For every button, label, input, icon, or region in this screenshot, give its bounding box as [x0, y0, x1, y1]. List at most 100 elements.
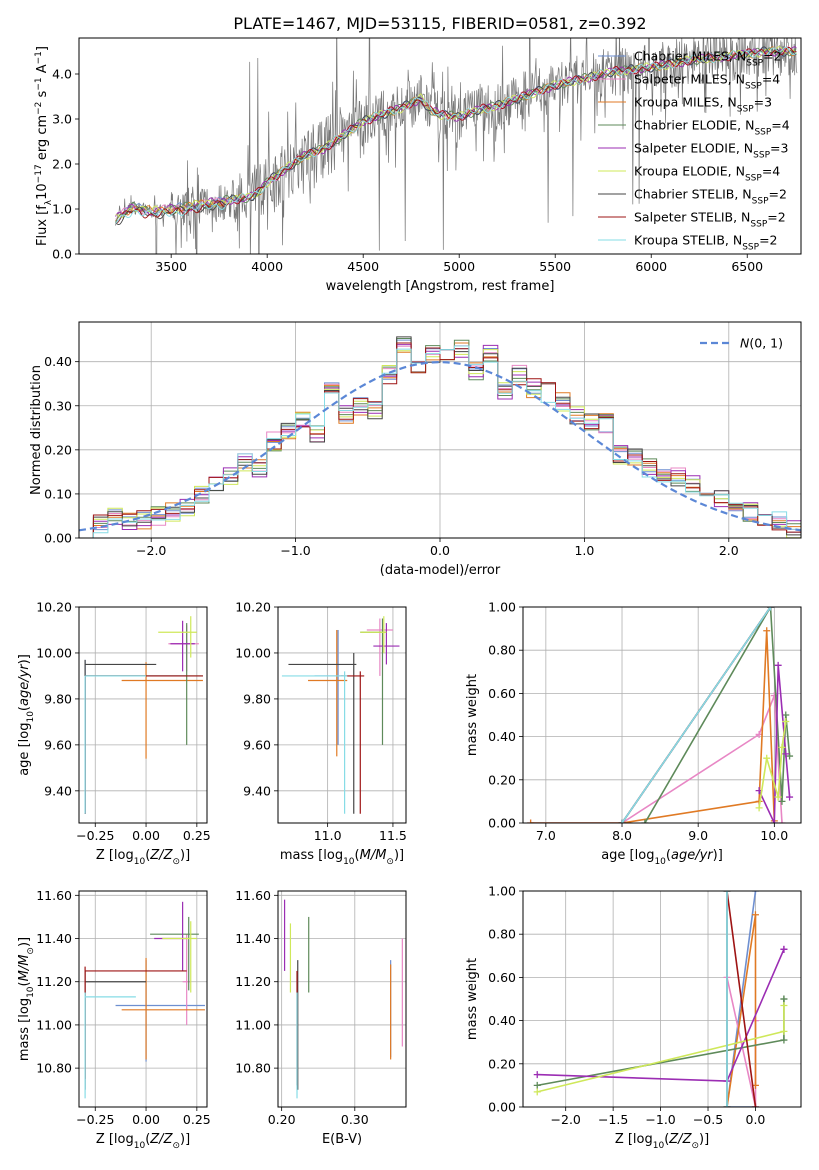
series-kroupa-elodie — [755, 717, 790, 812]
panel-z-vs-mass-weight: −2.0 −1.5 −1.0 −0.5 0.0 0.00 0.20 0.40 0.60 0.80 1… — [465, 884, 802, 1151]
text-segment: Z/Z — [668, 1132, 692, 1147]
point-kroupa-stelib — [281, 671, 348, 814]
axes-frame — [277, 606, 407, 824]
x-tick-label: 9.0 — [688, 828, 708, 843]
x-tick-label: 7.0 — [536, 828, 556, 843]
text-segment: mass [log — [280, 848, 343, 863]
text-segment: Normed distribution — [29, 365, 44, 495]
x-tick-label: 6500 — [731, 259, 763, 274]
point-salpeter-miles — [366, 618, 393, 676]
axes-frame — [78, 606, 208, 824]
x-tick-label: 11.0 — [314, 828, 342, 843]
plot-area — [79, 336, 801, 538]
y-tick-label: 0.20 — [488, 1056, 516, 1071]
x-tick-label: 0.25 — [183, 1112, 211, 1127]
y-tick-label: 0.40 — [488, 729, 516, 744]
text-segment: )] — [17, 654, 32, 664]
weight-marker — [751, 911, 759, 919]
weight-marker — [723, 891, 731, 895]
weight-marker — [723, 1103, 731, 1107]
text-segment: SSP — [752, 197, 769, 207]
y-tick-label: 11.20 — [36, 974, 72, 989]
x-axis-label: age [log10(age/yr)] — [601, 848, 723, 867]
y-tick-label: 3.0 — [52, 112, 72, 127]
point-salpeter-elodie — [154, 901, 187, 971]
y-tick-label: 0.30 — [44, 398, 72, 413]
text-segment: age [log — [17, 723, 32, 776]
plot-area — [533, 891, 788, 1107]
y-tick-label: 0.00 — [488, 1100, 516, 1115]
x-tick-label: 11.5 — [379, 828, 407, 843]
y-tick-label: 0.20 — [488, 772, 516, 787]
text-segment: −1 — [34, 77, 44, 90]
x-tick-label: 0.25 — [183, 828, 211, 843]
y-axis-label: mass weight — [465, 958, 480, 1040]
text-segment: SSP — [745, 82, 762, 92]
text-segment: s — [35, 90, 50, 101]
text-segment: M/M — [17, 955, 32, 982]
x-tick-label: −0.25 — [76, 1112, 114, 1127]
x-tick-label: 5500 — [539, 259, 571, 274]
y-tick-label: 9.60 — [243, 737, 271, 752]
panel-residuals: −2.0 −1.0 0.0 1.0 2.0 0.00 0.10 0.20 0.30 0.40 (da… — [29, 321, 802, 578]
y-tick-label: 4.0 — [52, 67, 72, 82]
text-segment: =4 — [762, 164, 780, 179]
point-chabrier-elodie — [360, 618, 387, 745]
y-tick-label: 10.00 — [36, 645, 72, 660]
series-kroupa-stelib — [723, 891, 731, 1107]
text-segment: ⊙ — [386, 857, 394, 867]
text-segment: Z [log — [615, 1132, 653, 1147]
text-segment: 10 — [26, 711, 36, 723]
x-tick-label: 10.0 — [760, 828, 788, 843]
x-tick-label: 4000 — [251, 259, 283, 274]
series-salpeter-miles — [527, 692, 786, 823]
gaussian-curve — [79, 360, 801, 532]
panel-z-vs-mass: −0.25 0.00 0.25 10.80 11.00 11.20 11.40 11.60 Z … — [17, 888, 211, 1151]
weight-marker — [527, 819, 535, 823]
x-tick-label: −2.0 — [136, 543, 166, 558]
weight-marker — [763, 754, 771, 762]
y-tick-label: 11.00 — [235, 1017, 271, 1032]
y-axis-label: mass weight — [465, 674, 480, 756]
text-segment: 10 — [134, 857, 146, 867]
x-tick-label: 0.20 — [268, 1112, 296, 1127]
series-chabrier-elodie — [641, 607, 794, 823]
text-segment: ( — [17, 981, 32, 986]
text-segment: )] — [180, 848, 190, 863]
y-tick-label: 11.60 — [235, 888, 271, 903]
text-segment: ⊙ — [691, 1141, 699, 1151]
gridlines — [278, 891, 406, 1107]
text-segment: ( — [17, 706, 32, 711]
x-tick-label: 0.00 — [132, 1112, 160, 1127]
weight-line — [530, 630, 776, 823]
y-tick-label: 11.60 — [36, 888, 72, 903]
y-tick-label: 9.40 — [44, 783, 72, 798]
text-segment: )] — [713, 848, 723, 863]
plot-area — [115, 38, 798, 254]
point-chabrier-stelib — [84, 970, 147, 1090]
text-segment: SSP — [737, 105, 754, 115]
weight-marker — [780, 1036, 788, 1044]
point-salpeter-stelib — [84, 966, 187, 1079]
point-kroupa-miles — [121, 662, 203, 759]
y-tick-label: 0.10 — [44, 486, 72, 501]
y-tick-label: 0.00 — [44, 531, 72, 546]
point-chabrier-stelib — [288, 652, 357, 814]
text-segment: )] — [180, 1132, 190, 1147]
text-segment: 10 — [653, 1141, 665, 1151]
y-tick-label: 2.0 — [52, 157, 72, 172]
x-axis-label: wavelength [Angstrom, rest frame] — [326, 279, 555, 294]
text-segment: ( — [355, 848, 360, 863]
weight-marker — [755, 804, 763, 812]
plot-area — [84, 616, 203, 814]
weight-marker — [780, 995, 788, 1003]
legend-entry: Salpeter STELIB, NSSP=2 — [634, 210, 786, 230]
weight-marker — [751, 1103, 759, 1107]
text-segment: age/yr — [17, 663, 32, 706]
text-segment: Z [log — [96, 848, 134, 863]
y-tick-label: 9.80 — [44, 691, 72, 706]
text-segment: SSP — [746, 59, 763, 69]
x-axis-label: E(B-V) — [322, 1132, 362, 1147]
legend-entry: Chabrier MILES, NSSP=2 — [634, 49, 782, 69]
panel-ebv-vs-mass: 0.20 0.30 10.80 11.00 11.20 11.40 11.60 E(B-V) — [235, 888, 407, 1147]
